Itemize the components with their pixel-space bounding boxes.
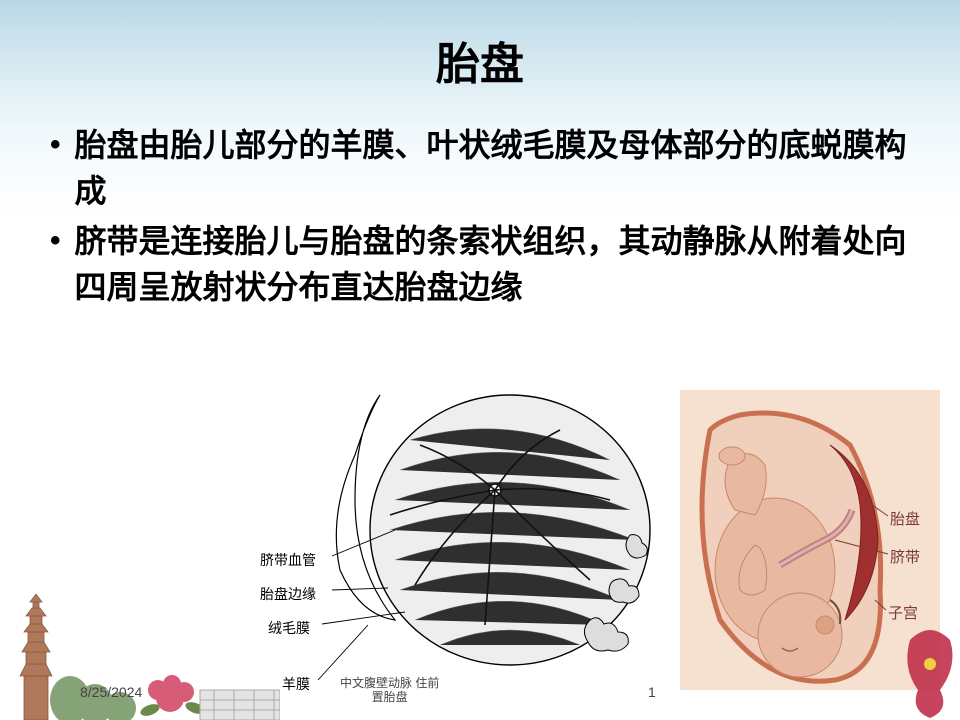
bullet-item: • 胎盘由胎儿部分的羊膜、叶状绒毛膜及母体部分的底蜕膜构成 [50, 122, 910, 214]
diagram-label-chorion: 绒毛膜 [268, 618, 310, 638]
bullet-marker-icon: • [50, 218, 61, 264]
figures-row: 脐带血管 胎盘边缘 绒毛膜 羊膜 [260, 370, 940, 690]
diagram-label-umbilical-vessel: 脐带血管 [260, 550, 316, 570]
bullet-text: 脐带是连接胎儿与胎盘的条索状组织，其动静脉从附着处向四周呈放射状分布直达胎盘边缘 [75, 218, 910, 310]
placenta-diagram-svg [260, 370, 680, 690]
diagram-label-amnion: 羊膜 [282, 674, 310, 694]
footer-caption-line: 中文腹壁动脉 [340, 676, 412, 690]
diagram-label-placenta-edge: 胎盘边缘 [260, 584, 316, 604]
diagram-label-uterus: 子宫 [888, 602, 918, 623]
content-area: • 胎盘由胎儿部分的羊膜、叶状绒毛膜及母体部分的底蜕膜构成 • 脐带是连接胎儿与… [0, 112, 960, 310]
footer-page-number: 1 [648, 684, 656, 700]
footer-caption: 中文腹壁动脉 住前 置胎盘 [340, 676, 439, 704]
slide-title: 胎盘 [0, 0, 960, 112]
figure-placenta-diagram: 脐带血管 胎盘边缘 绒毛膜 羊膜 [260, 370, 680, 690]
bullet-marker-icon: • [50, 122, 61, 168]
figure-fetus-uterus: 胎盘 脐带 子宫 [680, 390, 940, 690]
bullet-item: • 脐带是连接胎儿与胎盘的条索状组织，其动静脉从附着处向四周呈放射状分布直达胎盘… [50, 218, 910, 310]
fetus-uterus-svg [680, 390, 940, 690]
bullet-text: 胎盘由胎儿部分的羊膜、叶状绒毛膜及母体部分的底蜕膜构成 [75, 122, 910, 214]
footer-date: 8/25/2024 [80, 684, 142, 700]
diagram-label-umbilical-cord: 脐带 [890, 546, 920, 567]
diagram-label-placenta: 胎盘 [890, 508, 920, 529]
footer-caption-line: 置胎盘 [372, 690, 408, 704]
footer-caption-line: 住前 [415, 676, 439, 690]
